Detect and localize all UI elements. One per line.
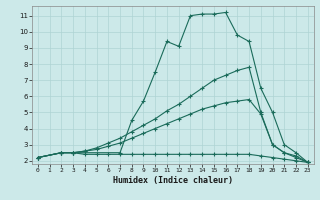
- X-axis label: Humidex (Indice chaleur): Humidex (Indice chaleur): [113, 176, 233, 185]
